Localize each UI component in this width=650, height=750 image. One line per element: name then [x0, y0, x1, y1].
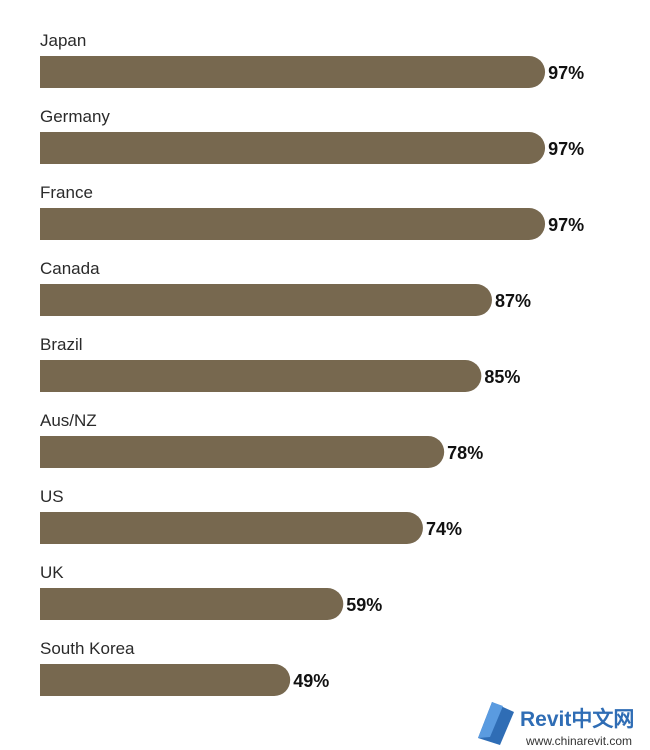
- value-label: 59%: [346, 595, 382, 615]
- bar: [40, 512, 423, 544]
- category-label: Brazil: [40, 335, 83, 354]
- value-label: 97%: [548, 63, 584, 83]
- category-label: Germany: [40, 107, 110, 126]
- bar: [40, 56, 546, 88]
- value-label: 74%: [426, 519, 462, 539]
- category-label: Japan: [40, 31, 86, 50]
- category-label: France: [40, 183, 93, 202]
- bar: [40, 436, 445, 468]
- bar: [40, 360, 482, 392]
- category-label: Aus/NZ: [40, 411, 97, 430]
- value-label: 49%: [293, 671, 329, 691]
- value-label: 97%: [548, 139, 584, 159]
- watermark-url: www.chinarevit.com: [525, 734, 632, 748]
- watermark-logo: [478, 702, 514, 745]
- bar: [40, 284, 492, 316]
- category-label: US: [40, 487, 64, 506]
- value-label: 78%: [447, 443, 483, 463]
- value-label: 87%: [495, 291, 531, 311]
- category-label: UK: [40, 563, 64, 582]
- bar: [40, 664, 291, 696]
- bar: [40, 208, 546, 240]
- value-label: 85%: [484, 367, 520, 387]
- bar: [40, 588, 344, 620]
- value-label: 97%: [548, 215, 584, 235]
- bar: [40, 132, 546, 164]
- category-label: Canada: [40, 259, 100, 278]
- watermark-title: Revit中文网: [520, 707, 634, 731]
- category-label: South Korea: [40, 639, 135, 658]
